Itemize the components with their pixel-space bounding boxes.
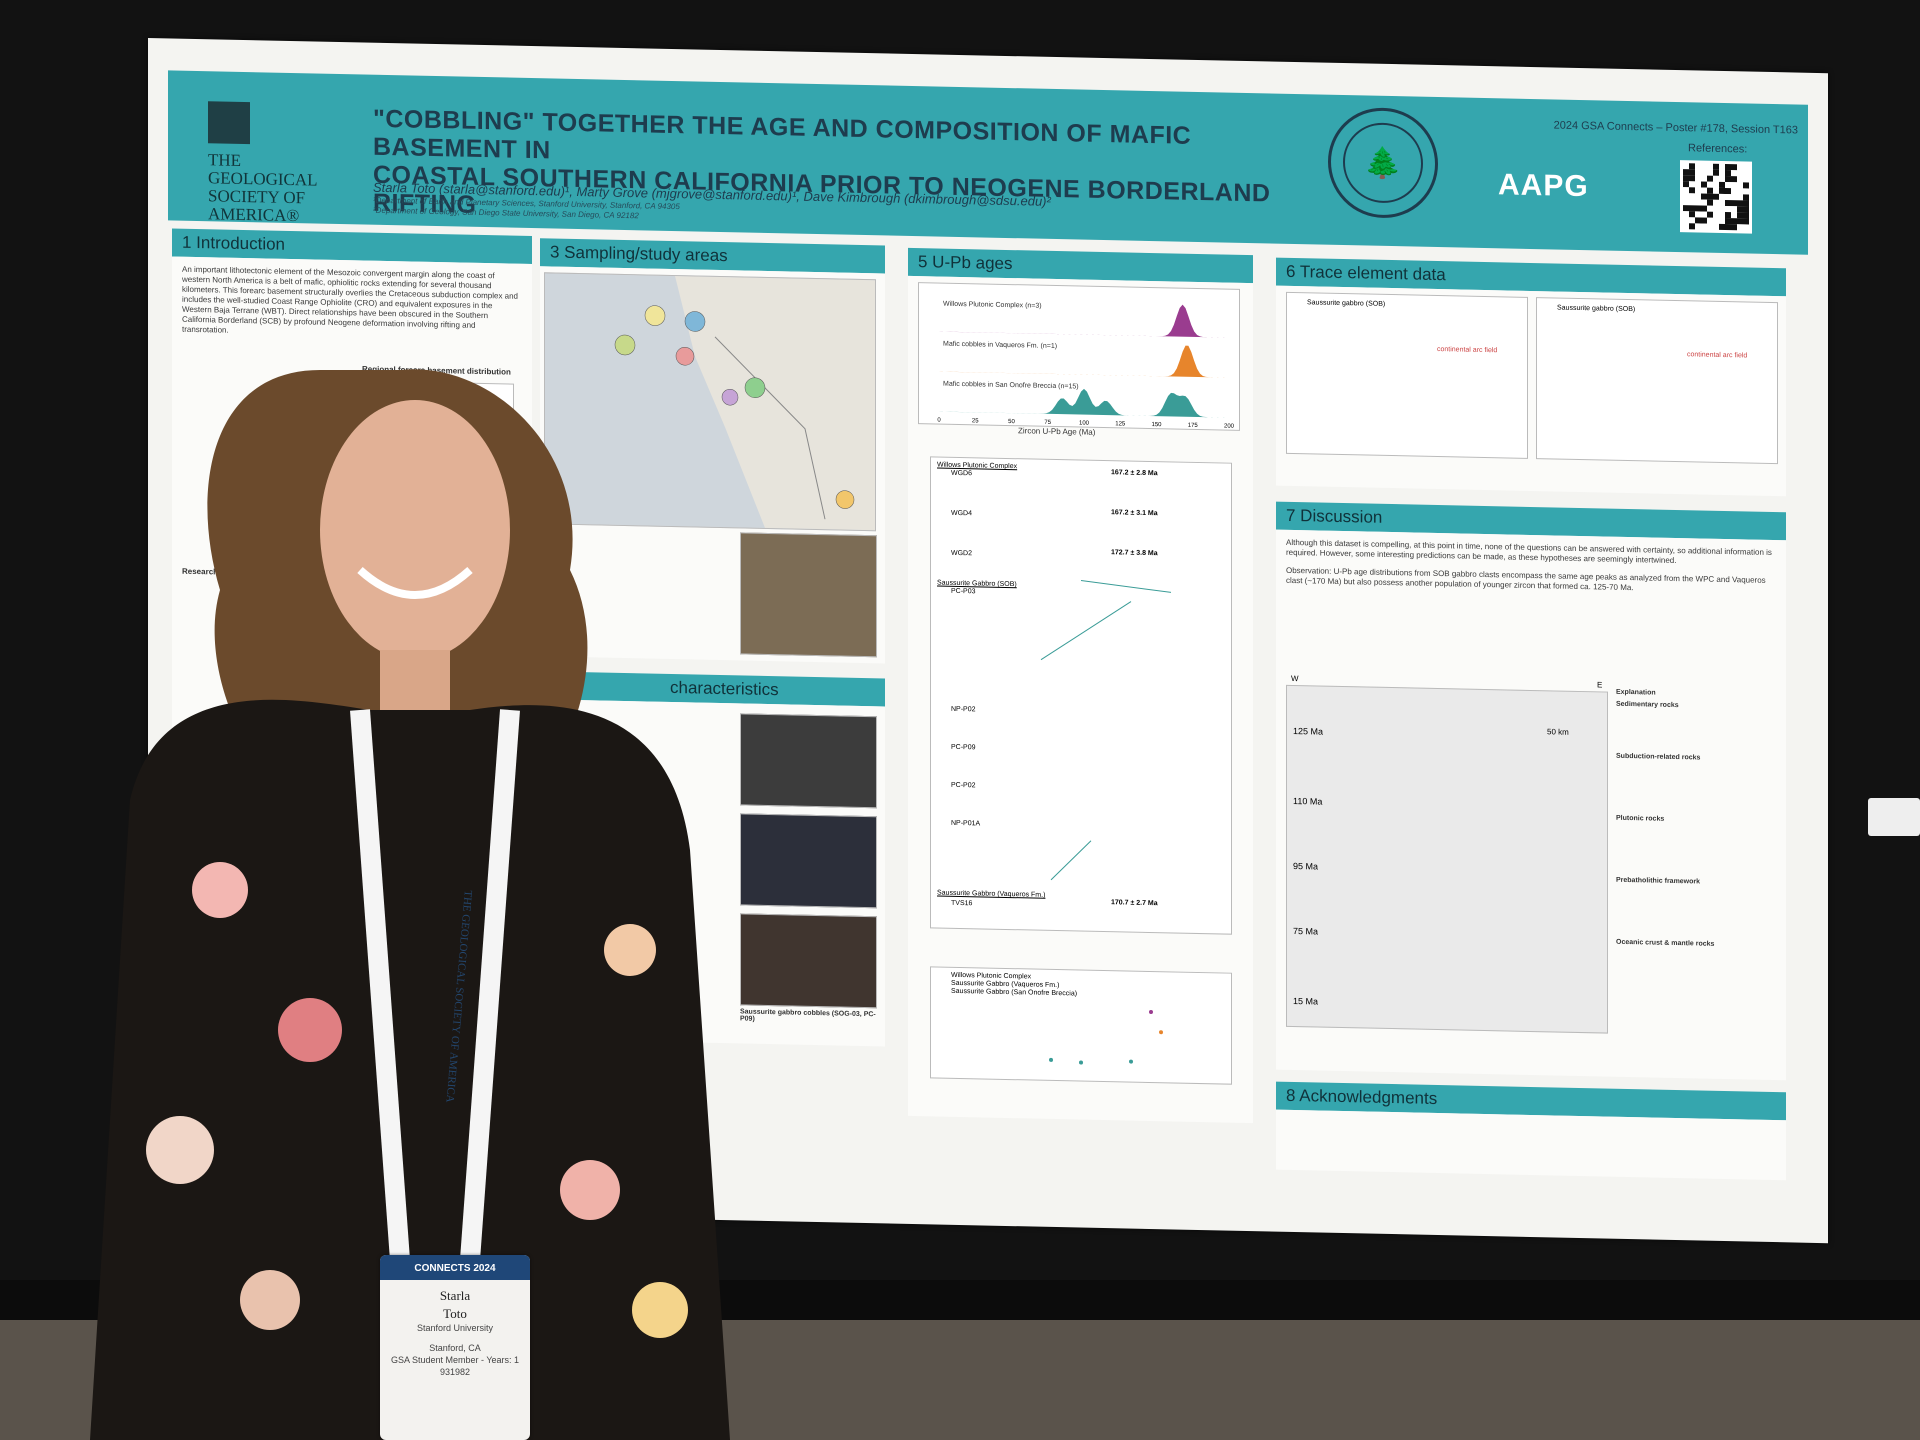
presenter-photo: THE GEOLOGICAL SOCIETY OF AMERICA <box>90 369 730 1440</box>
badge-role: GSA Student Member - Years: 1 <box>390 1355 520 1365</box>
np01a-label: NP-P01A <box>951 819 981 828</box>
lanyard-right <box>460 709 520 1261</box>
pdf-chart: Willows Plutonic Complex (n=3) Mafic cobb… <box>918 282 1240 431</box>
trace-panel: Saussurite gabbro (SOB) continental arc … <box>1276 285 1786 497</box>
stage-110: 110 Ma <box>1293 795 1323 807</box>
pdf-xtick: 150 <box>1151 422 1162 428</box>
pdf-series-2 <box>939 345 1229 378</box>
floral-shirt <box>90 699 730 1440</box>
smile <box>357 567 473 599</box>
trace-plot-1: Saussurite gabbro (SOB) continental arc … <box>1286 291 1528 459</box>
wgd6-age: 167.2 ± 2.8 Ma <box>1111 469 1158 478</box>
wgd6-label: WGD6 <box>951 469 972 478</box>
cross-section-figure: W E 125 Ma 50 km 110 Ma 95 Ma 75 Ma 15 M… <box>1286 674 1608 1034</box>
badge-id: 931982 <box>439 1367 471 1377</box>
stage-15: 15 Ma <box>1293 995 1319 1007</box>
pdf-xtick: 50 <box>1008 419 1015 425</box>
pdf-xlabel: Zircon U-Pb Age (Ma) <box>1018 426 1096 437</box>
stage-125: 125 Ma <box>1293 725 1324 737</box>
gsa-logo: THE GEOLOGICAL SOCIETY OF AMERICA® <box>208 101 328 226</box>
discussion-panel: Although this dataset is compelling, at … <box>1276 529 1786 1081</box>
trace-legend-1: Saussurite gabbro (SOB) <box>1307 299 1386 308</box>
name-badge: CONNECTS 2024 Starla Toto Stanford Unive… <box>380 1255 530 1440</box>
wgd2-label: WGD2 <box>951 549 972 558</box>
aapg-logo: AAPG <box>1498 168 1589 204</box>
pc09-label: PC-P09 <box>951 743 976 752</box>
badge-last-name: Toto <box>443 1306 467 1321</box>
sampling-panel <box>540 266 885 664</box>
stage-95: 95 Ma <box>1293 860 1319 872</box>
sampling-map-svg <box>545 273 875 531</box>
tvs16-age: 170.7 ± 2.7 Ma <box>1111 899 1158 908</box>
pdf-xtick: 0 <box>937 418 941 424</box>
field-photo <box>740 532 877 658</box>
upb-panel: Willows Plutonic Complex (n=3) Mafic cobb… <box>908 275 1253 1124</box>
age-ranked-svg <box>1040 580 1172 881</box>
tvs16-label: TVS16 <box>951 899 973 908</box>
pdf-series-label-2: Mafic cobbles in Vaqueros Fm. (n=1) <box>943 341 1057 350</box>
wgd4-label: WGD4 <box>951 509 972 518</box>
stage-75: 75 Ma <box>1293 925 1319 937</box>
pdf-series-3 <box>939 388 1229 418</box>
thin-section-1 <box>740 713 877 809</box>
pdf-xtick: 75 <box>1044 420 1051 426</box>
poster-header: THE GEOLOGICAL SOCIETY OF AMERICA® "COBB… <box>168 70 1808 255</box>
tree-icon: 🌲 <box>1343 122 1423 204</box>
west-label: W <box>1291 673 1299 684</box>
neck <box>380 650 450 720</box>
age-ranked-plot: Willows Plutonic Complex WGD6 167.2 ± 2.… <box>930 456 1232 935</box>
pdf-series-label-3: Mafic cobbles in San Onofre Breccia (n=1… <box>943 381 1079 391</box>
pdf-chart-svg: Willows Plutonic Complex (n=3) Mafic cobb… <box>937 301 1235 430</box>
thu-chart-svg <box>1049 1010 1163 1065</box>
qr-code-icon[interactable] <box>1680 160 1752 234</box>
trace-arc-label-1: continental arc field <box>1437 346 1498 355</box>
thin-section-3 <box>740 913 877 1009</box>
np02-label: NP-P02 <box>951 705 976 714</box>
sauss-caption: Saussurite gabbro cobbles (SOG-03, PC-P0… <box>740 1008 876 1023</box>
pdf-xtick: 200 <box>1224 424 1235 430</box>
explanation-legend: Explanation Sedimentary rocks Subduction… <box>1616 687 1781 952</box>
badge-org: Stanford University <box>416 1323 494 1333</box>
gsa-logo-icon <box>208 101 250 145</box>
pdf-xtick: 175 <box>1188 423 1199 429</box>
badge-event: CONNECTS 2024 <box>380 1255 530 1280</box>
ack-panel <box>1276 1109 1786 1181</box>
wgd4-age: 167.2 ± 3.1 Ma <box>1111 509 1158 518</box>
thin-section-2 <box>740 813 877 909</box>
scale-bar: 50 km <box>1547 727 1569 737</box>
trace-arc-label-2: continental arc field <box>1687 351 1748 360</box>
session-info: 2024 GSA Connects – Poster #178, Session… <box>1553 119 1798 137</box>
pdf-series-label-1: Willows Plutonic Complex (n=3) <box>943 301 1042 310</box>
thu-chart: Willows Plutonic Complex Saussurite Gabb… <box>930 966 1232 1085</box>
pdf-xtick: 100 <box>1079 421 1090 427</box>
gsa-society-name: THE GEOLOGICAL SOCIETY OF AMERICA® <box>208 150 317 226</box>
sampling-map <box>544 272 876 532</box>
side-note <box>1868 798 1920 836</box>
references-label: References: <box>1688 142 1748 156</box>
wgd2-age: 172.7 ± 3.8 Ma <box>1111 549 1158 558</box>
pc03-label: PC-P03 <box>951 587 976 596</box>
trace-plot-2: Saussurite gabbro (SOB) continental arc … <box>1536 297 1778 465</box>
stanford-seal: 🌲 <box>1328 106 1438 220</box>
pc02-label: PC-P02 <box>951 781 976 790</box>
badge-first-name: Starla <box>439 1288 471 1303</box>
poster: THE GEOLOGICAL SOCIETY OF AMERICA® "COBB… <box>148 38 1828 1244</box>
face <box>320 400 510 660</box>
lanyard-left <box>350 709 410 1261</box>
pdf-xtick: 125 <box>1115 421 1126 427</box>
badge-location: Stanford, CA <box>429 1343 481 1353</box>
east-label: E <box>1597 680 1603 690</box>
legend-ocean: Oceanic crust & mantle rocks <box>1616 938 1715 948</box>
pdf-xtick: 25 <box>972 418 979 424</box>
trace-legend-2: Saussurite gabbro (SOB) <box>1557 304 1636 314</box>
